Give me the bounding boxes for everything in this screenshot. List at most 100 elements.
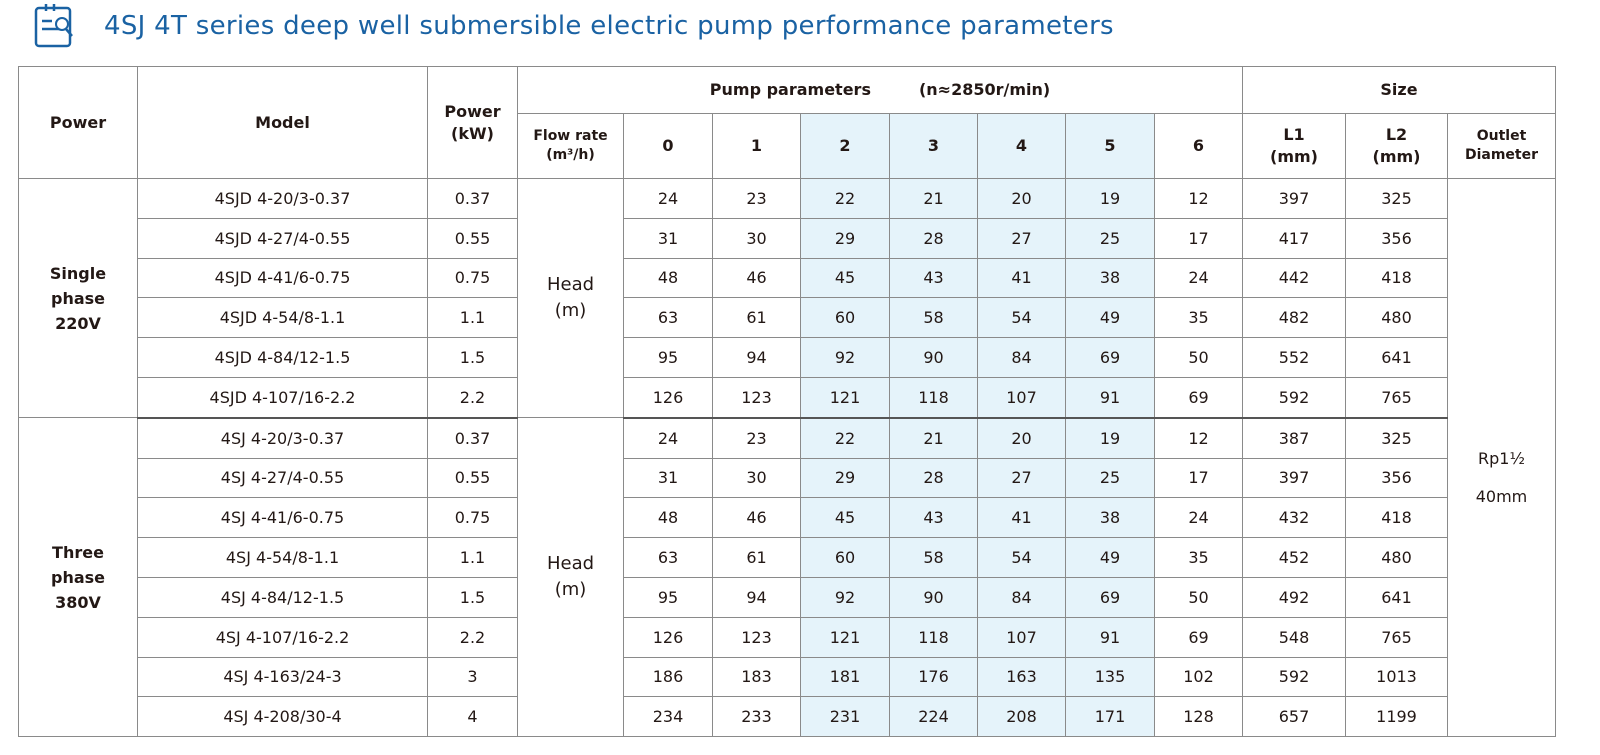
head-label: Head (m): [517, 177, 624, 419]
head-value-flow-3: 118: [889, 616, 978, 658]
model-cell: 4SJ 4-107/16-2.2: [137, 616, 428, 658]
head-value-flow-2: 121: [800, 616, 890, 658]
power-kw-cell: 0.37: [427, 417, 518, 459]
table-row: 4SJ 4-163/24-3 3 186 183 181 176 163 135 102 592 1…: [19, 656, 1556, 698]
head-value-flow-2: 60: [800, 297, 890, 339]
model-cell: 4SJD 4-20/3-0.37: [137, 178, 428, 219]
head-value-flow-1: 94: [712, 576, 801, 618]
head-value-flow-4: 208: [977, 696, 1066, 738]
l2-cell: 641: [1345, 337, 1448, 378]
head-value-flow-0: 31: [623, 457, 713, 499]
head-value-flow-3: 43: [889, 497, 978, 539]
head-value-flow-6: 35: [1154, 297, 1243, 339]
power-kw-cell: 2.2: [427, 616, 518, 658]
head-value-flow-2: 92: [800, 337, 890, 378]
table-row: 4SJD 4-54/8-1.1 1.1 63 61 60 58 54 49 35 482 480: [19, 297, 1556, 339]
head-value-flow-1: 94: [712, 337, 801, 378]
head-value-flow-5: 38: [1065, 497, 1155, 539]
head-value-flow-4: 41: [977, 257, 1066, 299]
head-value-flow-6: 12: [1154, 178, 1243, 219]
table-row: 4SJ 4-54/8-1.1 1.1 63 61 60 58 54 49 35 452 480: [19, 537, 1556, 578]
model-cell: 4SJ 4-20/3-0.37: [137, 417, 428, 459]
head-value-flow-0: 95: [623, 576, 713, 618]
document-search-icon: [34, 4, 73, 48]
l2-cell: 765: [1345, 376, 1448, 419]
head-value-flow-3: 90: [889, 337, 978, 378]
l1-cell: 387: [1242, 417, 1346, 459]
header-power: Power: [18, 66, 138, 179]
l2-cell: 1013: [1345, 656, 1448, 698]
header-flow-rate: Flow rate (m³/h): [517, 113, 624, 179]
head-value-flow-1: 123: [712, 616, 801, 658]
head-value-flow-4: 27: [977, 457, 1066, 499]
head-value-flow-2: 92: [800, 576, 890, 618]
model-cell: 4SJ 4-163/24-3: [137, 656, 428, 698]
head-value-flow-1: 123: [712, 376, 801, 419]
head-value-flow-3: 90: [889, 576, 978, 618]
l1-cell: 442: [1242, 257, 1346, 299]
head-value-flow-6: 24: [1154, 497, 1243, 539]
head-value-flow-4: 84: [977, 576, 1066, 618]
head-value-flow-2: 22: [800, 417, 890, 459]
head-label: Head (m): [517, 417, 624, 738]
head-value-flow-6: 69: [1154, 616, 1243, 658]
head-value-flow-0: 126: [623, 616, 713, 658]
head-value-flow-5: 171: [1065, 696, 1155, 738]
head-value-flow-5: 19: [1065, 178, 1155, 219]
model-cell: 4SJ 4-84/12-1.5: [137, 576, 428, 618]
head-value-flow-1: 23: [712, 178, 801, 219]
head-value-flow-6: 102: [1154, 656, 1243, 698]
model-cell: 4SJD 4-41/6-0.75: [137, 257, 428, 299]
l1-cell: 657: [1242, 696, 1346, 738]
head-value-flow-6: 69: [1154, 376, 1243, 419]
head-value-flow-0: 95: [623, 337, 713, 378]
l2-cell: 1199: [1345, 696, 1448, 738]
head-value-flow-3: 21: [889, 178, 978, 219]
power-kw-cell: 3: [427, 656, 518, 698]
power-kw-cell: 0.75: [427, 257, 518, 299]
table-row: Three phase 380V 4SJ 4-20/3-0.37 0.37 Head (m)…: [18, 417, 1556, 738]
table-row: 4SJ 4-41/6-0.75 0.75 48 46 45 43 41 38 24 432 418: [19, 497, 1556, 539]
head-value-flow-5: 49: [1065, 297, 1155, 339]
head-value-flow-2: 45: [800, 257, 890, 299]
power-group-label: Single phase 220V: [18, 177, 138, 419]
l1-cell: 452: [1242, 537, 1346, 578]
performance-table: Power Model Power (kW) Pump parameters (n≈…: [18, 66, 1556, 738]
head-value-flow-4: 54: [977, 297, 1066, 339]
power-kw-cell: 0.55: [427, 217, 518, 259]
model-cell: 4SJ 4-27/4-0.55: [137, 457, 428, 499]
l1-cell: 432: [1242, 497, 1346, 539]
l1-cell: 592: [1242, 376, 1346, 419]
table-row: 4SJD 4-84/12-1.5 1.5 95 94 92 90 84 69 50 552 641: [19, 337, 1556, 378]
table-row: Single phase 220V 4SJD 4-20/3-0.37 0.37 Head(…: [18, 177, 1556, 738]
head-value-flow-5: 19: [1065, 417, 1155, 459]
head-value-flow-3: 28: [889, 457, 978, 499]
head-value-flow-6: 17: [1154, 217, 1243, 259]
head-value-flow-6: 12: [1154, 417, 1243, 459]
head-value-flow-0: 24: [623, 417, 713, 459]
head-value-flow-2: 45: [800, 497, 890, 539]
head-value-flow-4: 107: [977, 376, 1066, 419]
l1-cell: 397: [1242, 457, 1346, 499]
header-flow-5: 5: [1065, 113, 1155, 179]
page-title: 4SJ 4T series deep well submersible elec…: [104, 11, 1114, 41]
head-value-flow-5: 38: [1065, 257, 1155, 299]
head-value-flow-2: 29: [800, 217, 890, 259]
model-cell: 4SJD 4-107/16-2.2: [137, 376, 428, 419]
header-size: Size: [1242, 66, 1556, 114]
l1-cell: 397: [1242, 178, 1346, 219]
outlet-diameter-cell: Rp1½ 40mm: [1447, 177, 1556, 738]
table-row: 4SJ 4-27/4-0.55 0.55 31 30 29 28 27 25 17 397 356: [19, 457, 1556, 499]
l1-cell: 548: [1242, 616, 1346, 658]
model-cell: 4SJ 4-54/8-1.1: [137, 537, 428, 578]
table-row: 4SJ 4-107/16-2.2 2.2 126 123 121 118 107 91 69 54…: [19, 616, 1556, 658]
l2-cell: 480: [1345, 537, 1448, 578]
power-kw-cell: 0.75: [427, 497, 518, 539]
head-value-flow-6: 24: [1154, 257, 1243, 299]
table-row: 4SJD 4-27/4-0.55 0.55 31 30 29 28 27 25 17 417 356: [19, 217, 1556, 259]
head-value-flow-1: 61: [712, 297, 801, 339]
model-cell: 4SJ 4-41/6-0.75: [137, 497, 428, 539]
head-value-flow-5: 135: [1065, 656, 1155, 698]
table-row: 4SJD 4-41/6-0.75 0.75 48 46 45 43 41 38 24 442 418: [19, 257, 1556, 299]
head-value-flow-5: 25: [1065, 217, 1155, 259]
